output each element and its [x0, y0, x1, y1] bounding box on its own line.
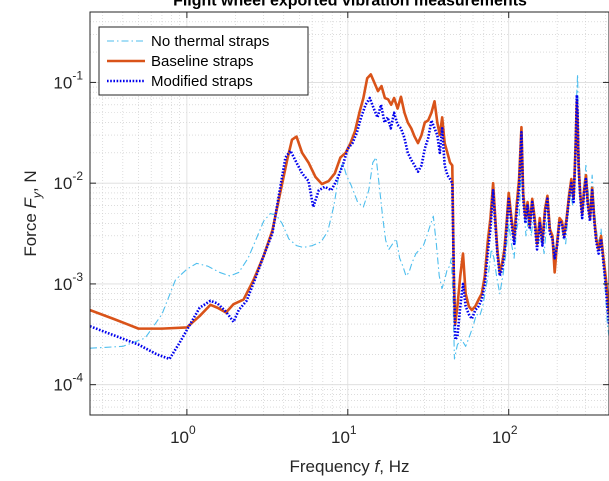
x-axis-title: Frequency f, Hz — [289, 457, 409, 476]
x-tick-label: 100 — [170, 423, 196, 447]
y-tick-label: 10-2 — [53, 169, 83, 193]
legend: No thermal straps Baseline straps Modified… — [98, 26, 309, 96]
y-axis-ticks: 10-4 10-3 10-2 10-1 — [53, 68, 609, 395]
plot-border — [89, 11, 609, 416]
chart-title: Flight wheel exported vibration measurem… — [173, 0, 527, 9]
major-grid — [90, 12, 609, 415]
x-tick-label: 102 — [492, 423, 518, 447]
y-axis-title: Force Fy, N — [21, 170, 44, 256]
series-line-2 — [90, 93, 609, 361]
series-layer — [90, 73, 609, 361]
y-tick-label: 10-1 — [53, 68, 83, 92]
x-tick-label: 101 — [331, 423, 357, 447]
series-line-0 — [90, 73, 609, 360]
legend-label: Baseline straps — [151, 53, 254, 70]
y-tick-label: 10-3 — [53, 270, 83, 294]
x-axis-ticks: 100 101 102 — [170, 12, 518, 447]
legend-label: Modified straps — [151, 73, 253, 90]
y-tick-label: 10-4 — [53, 371, 83, 395]
legend-label: No thermal straps — [151, 33, 269, 50]
